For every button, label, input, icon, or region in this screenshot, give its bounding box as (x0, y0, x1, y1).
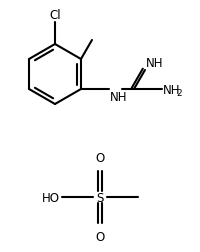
Text: NH: NH (163, 83, 180, 96)
Text: 2: 2 (176, 88, 182, 97)
Text: NH: NH (110, 91, 127, 104)
Text: HO: HO (42, 191, 60, 204)
Text: O: O (95, 151, 105, 164)
Text: O: O (95, 230, 105, 243)
Text: NH: NH (146, 57, 163, 70)
Text: Cl: Cl (49, 9, 61, 22)
Text: S: S (96, 191, 104, 204)
